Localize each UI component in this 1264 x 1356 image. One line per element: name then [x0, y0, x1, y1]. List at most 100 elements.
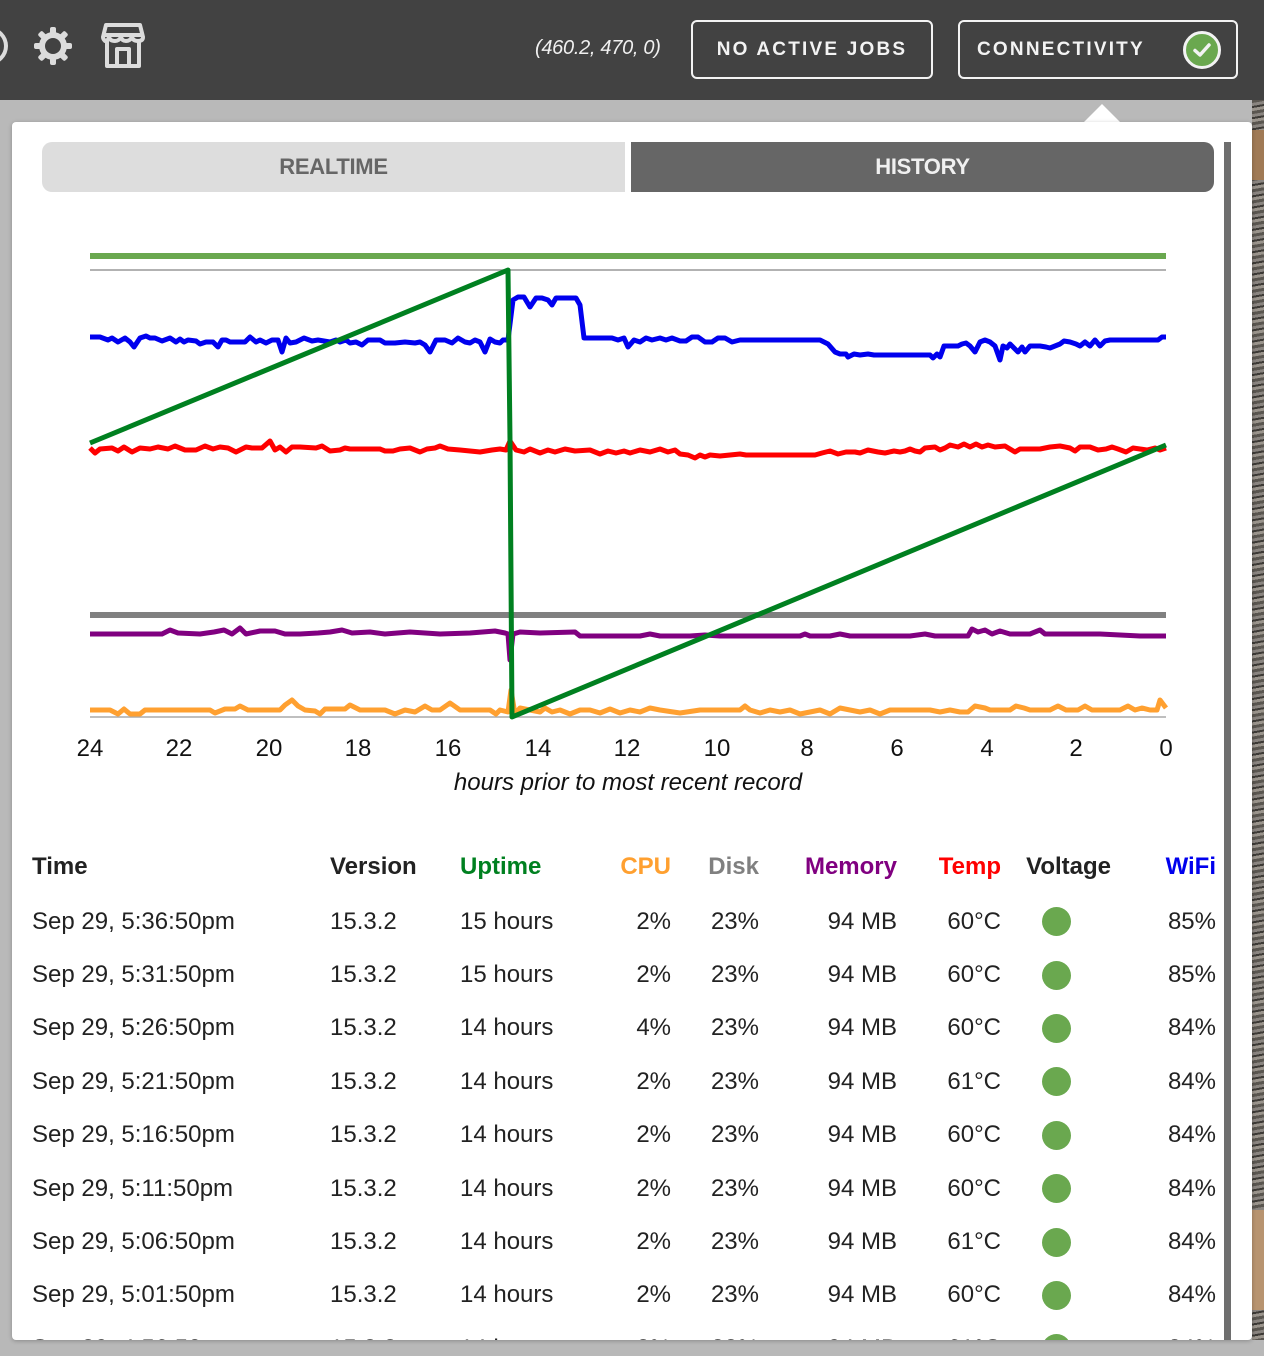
background-overlay — [0, 1340, 1264, 1356]
cell-memory: 94 MB — [827, 1014, 897, 1042]
cell-disk: 23% — [710, 1281, 759, 1309]
cell-wifi: 84% — [1167, 1121, 1216, 1149]
cell-disk: 23% — [710, 961, 759, 989]
popover-pointer — [1083, 104, 1121, 123]
column-header-temp[interactable]: Temp — [938, 853, 1001, 880]
tab-history-label: HISTORY — [875, 154, 970, 179]
cursor-coordinates: (460.2, 470, 0) — [535, 37, 661, 59]
table-row: Sep 29, 5:36:50pm 15.3.2 15 hours 2% 23%… — [32, 895, 1216, 948]
cell-version: 15.3.2 — [330, 1067, 397, 1095]
x-tick: 12 — [613, 735, 641, 762]
cell-disk: 23% — [671, 1322, 759, 1340]
series-wifi — [90, 294, 1166, 363]
column-header-cpu[interactable]: CPU — [620, 853, 671, 880]
column-header-memory[interactable]: Memory — [804, 853, 897, 880]
cell-cpu: 2% — [636, 1228, 671, 1256]
tab-realtime-label: REALTIME — [279, 154, 388, 179]
cell-memory: 94 MB — [759, 1322, 897, 1340]
cell-time: Sep 29, 5:16:50pm — [32, 1121, 235, 1149]
series-temp — [88, 438, 1167, 461]
cell-wifi: 85% — [1167, 961, 1216, 989]
x-axis-label: hours prior to most recent record — [453, 769, 803, 796]
x-tick: 6 — [890, 735, 904, 762]
cell-time: Sep 29, 5:01:50pm — [32, 1281, 235, 1309]
scrollbar[interactable] — [1224, 142, 1231, 1340]
connectivity-button[interactable]: CONNECTIVITY — [958, 20, 1238, 79]
connectivity-popover: REALTIME HISTORY 24 22 20 18 16 14 12 10… — [12, 122, 1252, 1340]
cell-voltage — [1001, 1002, 1111, 1055]
cell-version: 15.3.2 — [330, 1281, 397, 1309]
store-icon[interactable] — [100, 21, 146, 69]
cell-disk: 23% — [710, 1067, 759, 1095]
cell-disk: 23% — [710, 1014, 759, 1042]
cell-voltage — [1001, 1269, 1111, 1322]
cell-time: Sep 29, 5:31:50pm — [32, 961, 235, 989]
column-header-version[interactable]: Version — [330, 853, 417, 880]
column-header-wifi[interactable]: WiFi — [1165, 853, 1216, 880]
x-tick: 18 — [344, 735, 372, 762]
cell-cpu: 2% — [636, 1281, 671, 1309]
column-header-voltage[interactable]: Voltage — [1026, 853, 1111, 880]
cell-voltage — [1001, 1215, 1111, 1268]
cell-voltage — [1001, 948, 1111, 1001]
tab-realtime[interactable]: REALTIME — [42, 142, 625, 192]
connectivity-label: CONNECTIVITY — [977, 38, 1145, 60]
voltage-ok-icon — [1041, 1227, 1071, 1257]
cell-cpu: 2% — [636, 1067, 671, 1095]
cell-cpu: 2% — [636, 1121, 671, 1149]
cell-cpu: 2% — [584, 1322, 671, 1340]
cell-wifi: 84% — [1167, 1228, 1216, 1256]
table-row: Sep 29, 4:56:50pm 15.3.2 14 hours 2% 23%… — [32, 1322, 1216, 1340]
cell-temp: 60°C — [947, 961, 1001, 989]
cell-voltage — [1001, 895, 1111, 948]
history-chart — [88, 253, 1168, 720]
table-row: Sep 29, 5:11:50pm 15.3.2 14 hours 2% 23%… — [32, 1162, 1216, 1215]
x-tick: 20 — [255, 735, 283, 762]
cell-temp: 60°C — [947, 1121, 1001, 1149]
cell-uptime: 14 hours — [460, 1067, 554, 1095]
x-tick: 22 — [165, 735, 193, 762]
cell-wifi: 84% — [1167, 1067, 1216, 1095]
cell-wifi: 84% — [1167, 1174, 1216, 1202]
gear-icon[interactable] — [32, 25, 74, 67]
tab-history[interactable]: HISTORY — [631, 142, 1214, 192]
cell-memory: 94 MB — [827, 907, 897, 935]
cell-uptime: 14 hours — [460, 1281, 554, 1309]
column-header-uptime[interactable]: Uptime — [460, 853, 542, 880]
cell-time: Sep 29, 4:56:50pm — [32, 1322, 330, 1340]
voltage-ok-icon — [1041, 1174, 1071, 1204]
cell-uptime: 14 hours — [460, 1228, 554, 1256]
cell-voltage — [1001, 1055, 1111, 1108]
background-map-image — [1252, 100, 1264, 1356]
active-jobs-button[interactable]: NO ACTIVE JOBS — [691, 20, 933, 79]
cell-time: Sep 29, 5:36:50pm — [32, 907, 235, 935]
x-tick: 0 — [1159, 735, 1173, 762]
cell-cpu: 2% — [636, 961, 671, 989]
check-circle-icon — [1183, 31, 1221, 69]
cell-time: Sep 29, 5:26:50pm — [32, 1014, 235, 1042]
cell-version: 15.3.2 — [330, 1174, 397, 1202]
cell-uptime: 15 hours — [460, 961, 554, 989]
cell-temp: 60°C — [947, 1281, 1001, 1309]
cell-temp: 60°C — [947, 1014, 1001, 1042]
column-header-disk[interactable]: Disk — [708, 853, 759, 880]
series-cpu — [90, 687, 1168, 717]
series-memory — [90, 625, 1166, 663]
voltage-ok-icon — [1041, 960, 1071, 990]
partial-circle-icon[interactable] — [0, 27, 8, 65]
cell-wifi: 84% — [1167, 1014, 1216, 1042]
x-tick: 24 — [76, 735, 104, 762]
cell-cpu: 4% — [636, 1014, 671, 1042]
cell-disk: 23% — [710, 1121, 759, 1149]
cell-uptime: 14 hours — [460, 1174, 554, 1202]
cell-memory: 94 MB — [827, 961, 897, 989]
cell-temp: 60°C — [947, 907, 1001, 935]
cell-version: 15.3.2 — [330, 907, 397, 935]
cell-version: 15.3.2 — [330, 1228, 397, 1256]
table-row: Sep 29, 5:06:50pm 15.3.2 14 hours 2% 23%… — [32, 1215, 1216, 1268]
cell-version: 15.3.2 — [330, 1121, 397, 1149]
column-header-time[interactable]: Time — [32, 853, 88, 880]
table-row: Sep 29, 5:26:50pm 15.3.2 14 hours 4% 23%… — [32, 1002, 1216, 1055]
voltage-ok-icon — [1041, 1281, 1071, 1310]
voltage-ok-icon — [1041, 1014, 1071, 1044]
